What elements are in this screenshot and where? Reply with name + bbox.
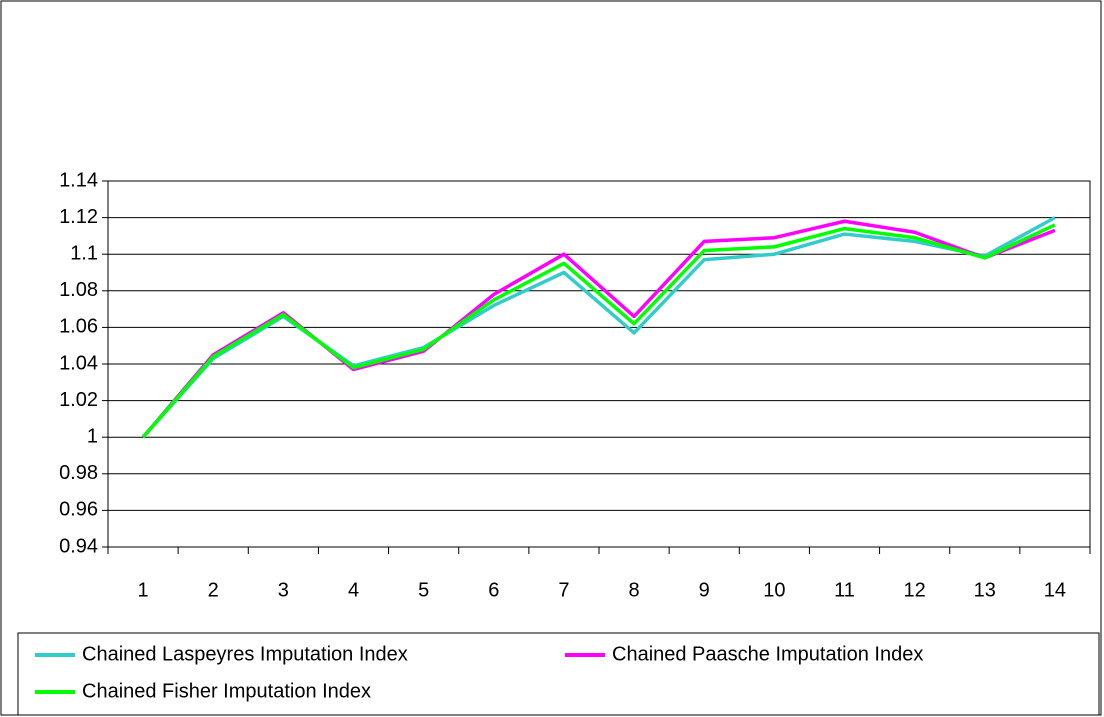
y-tick-label: 1 bbox=[87, 425, 98, 447]
y-tick-label: 1.1 bbox=[70, 242, 98, 264]
y-tick-label: 1.12 bbox=[59, 206, 98, 228]
x-tick-label: 1 bbox=[138, 579, 149, 601]
x-tick-label: 7 bbox=[558, 579, 569, 601]
y-tick-label: 1.04 bbox=[59, 352, 98, 374]
x-tick-label: 13 bbox=[974, 579, 996, 601]
x-tick-label: 10 bbox=[763, 579, 785, 601]
x-tick-label: 11 bbox=[834, 579, 855, 601]
y-tick-label: 0.96 bbox=[59, 499, 98, 521]
x-tick-label: 8 bbox=[629, 579, 640, 601]
x-tick-label: 4 bbox=[348, 579, 359, 601]
y-tick-label: 1.08 bbox=[59, 279, 98, 301]
x-tick-label: 2 bbox=[208, 579, 219, 601]
legend-label: Chained Fisher Imputation Index bbox=[82, 680, 371, 702]
x-tick-label: 6 bbox=[488, 579, 499, 601]
x-tick-label: 9 bbox=[699, 579, 710, 601]
legend-box bbox=[17, 632, 1100, 716]
y-tick-label: 1.14 bbox=[59, 169, 98, 191]
x-tick-label: 14 bbox=[1044, 579, 1066, 601]
y-tick-label: 1.06 bbox=[59, 316, 98, 338]
x-tick-label: 3 bbox=[278, 579, 289, 601]
y-tick-label: 1.02 bbox=[59, 389, 98, 411]
legend-label: Chained Laspeyres Imputation Index bbox=[82, 643, 408, 665]
series-line bbox=[141, 223, 1056, 439]
x-tick-label: 5 bbox=[418, 579, 429, 601]
x-tick-label: 12 bbox=[904, 579, 926, 601]
legend-label: Chained Paasche Imputation Index bbox=[612, 643, 923, 665]
y-tick-label: 0.98 bbox=[59, 462, 98, 484]
y-tick-label: 0.94 bbox=[59, 535, 98, 557]
